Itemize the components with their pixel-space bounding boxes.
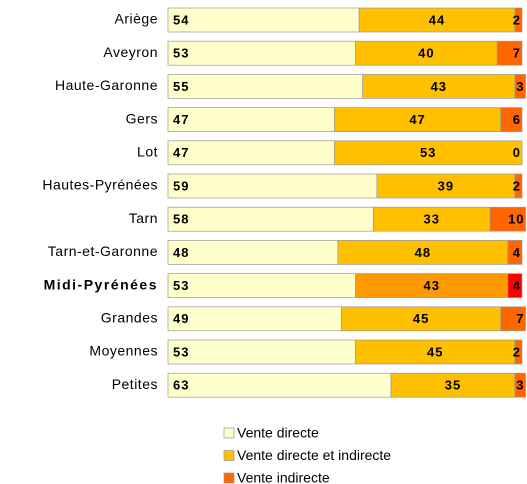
category-label: Hautes-Pyrénées <box>42 177 158 193</box>
bar-segment <box>514 372 526 398</box>
value-label: 53 <box>173 278 189 293</box>
value-label: 63 <box>173 378 189 393</box>
bar-segment <box>507 240 523 265</box>
value-label: 53 <box>420 145 436 160</box>
bar-segment <box>341 306 502 332</box>
bar-segment <box>167 206 374 232</box>
bar-segment <box>376 173 516 199</box>
category-label: Moyennes <box>89 343 158 359</box>
value-label: 40 <box>418 46 434 61</box>
bar-segment <box>167 40 356 66</box>
value-label: 3 <box>516 378 524 393</box>
value-label: 47 <box>173 145 189 160</box>
value-label: 49 <box>173 311 189 326</box>
bar-segment <box>496 40 523 66</box>
legend-label: Vente directe et indirecte <box>237 447 391 463</box>
value-label: 2 <box>513 178 521 193</box>
value-label: 4 <box>513 245 521 260</box>
value-label: 53 <box>173 46 189 61</box>
legend-label: Vente indirecte <box>237 470 330 484</box>
bar-segment <box>500 306 526 332</box>
value-label: 48 <box>415 245 431 260</box>
bar-segment <box>514 74 526 99</box>
category-label: Tarn-et-Garonne <box>48 243 158 259</box>
value-label: 45 <box>427 344 443 359</box>
bar-segment <box>334 140 523 166</box>
value-label: 4 <box>513 278 521 293</box>
bar-segment <box>167 140 335 166</box>
value-label: 6 <box>513 112 521 127</box>
value-label: 43 <box>423 278 439 293</box>
value-label: 43 <box>431 79 447 94</box>
value-label: 0 <box>513 145 521 160</box>
bar-segment <box>514 339 523 365</box>
value-label: 53 <box>173 344 189 359</box>
value-label: 54 <box>173 12 189 27</box>
value-label: 47 <box>173 112 189 127</box>
category-label: Gers <box>126 110 158 126</box>
bar-segment <box>372 206 491 232</box>
value-label: 3 <box>516 79 524 94</box>
bar-segment <box>355 273 509 298</box>
bar-segment <box>500 107 523 132</box>
bar-segment <box>355 339 516 365</box>
legend-swatch <box>223 427 235 439</box>
bar-segment <box>355 40 498 66</box>
legend-swatch <box>223 472 235 484</box>
bar-segment <box>489 206 526 232</box>
value-label: 59 <box>173 178 189 193</box>
value-label: 58 <box>173 212 189 227</box>
value-label: 39 <box>438 178 454 193</box>
category-label: Tarn <box>129 210 158 226</box>
bar-segment <box>167 74 364 99</box>
bar-segment <box>514 173 523 199</box>
category-label: Ariège <box>115 11 158 27</box>
category-label: Lot <box>137 144 158 160</box>
bar-segment <box>334 107 502 132</box>
bar-segment <box>167 240 339 265</box>
category-label: Midi-Pyrénées <box>44 276 158 292</box>
bar-segment <box>167 372 392 398</box>
legend-label: Vente directe <box>237 425 319 441</box>
value-label: 44 <box>429 12 445 27</box>
bar-segment <box>358 7 516 33</box>
value-label: 2 <box>513 344 521 359</box>
value-label: 7 <box>516 311 524 326</box>
category-label: Petites <box>112 376 158 392</box>
value-label: 10 <box>508 212 524 227</box>
bar-segment <box>390 372 516 398</box>
value-label: 35 <box>445 378 461 393</box>
value-label: 2 <box>513 12 521 27</box>
bar-segment <box>167 306 342 332</box>
bar-segment <box>514 7 523 33</box>
value-label: 47 <box>409 112 425 127</box>
value-label: 7 <box>513 46 521 61</box>
bar-segment <box>167 173 378 199</box>
category-label: Grandes <box>101 310 158 326</box>
bar-segment <box>167 107 335 132</box>
category-label: Haute-Garonne <box>55 77 158 93</box>
bar-segment <box>167 7 360 33</box>
legend-swatch <box>223 450 235 461</box>
category-label: Aveyron <box>103 44 158 60</box>
value-label: 45 <box>413 311 429 326</box>
value-label: 55 <box>173 79 189 94</box>
bar-segment <box>167 339 356 365</box>
bar-segment <box>167 273 356 298</box>
value-label: 33 <box>423 212 439 227</box>
bar-segment <box>507 273 523 298</box>
value-label: 48 <box>173 245 189 260</box>
